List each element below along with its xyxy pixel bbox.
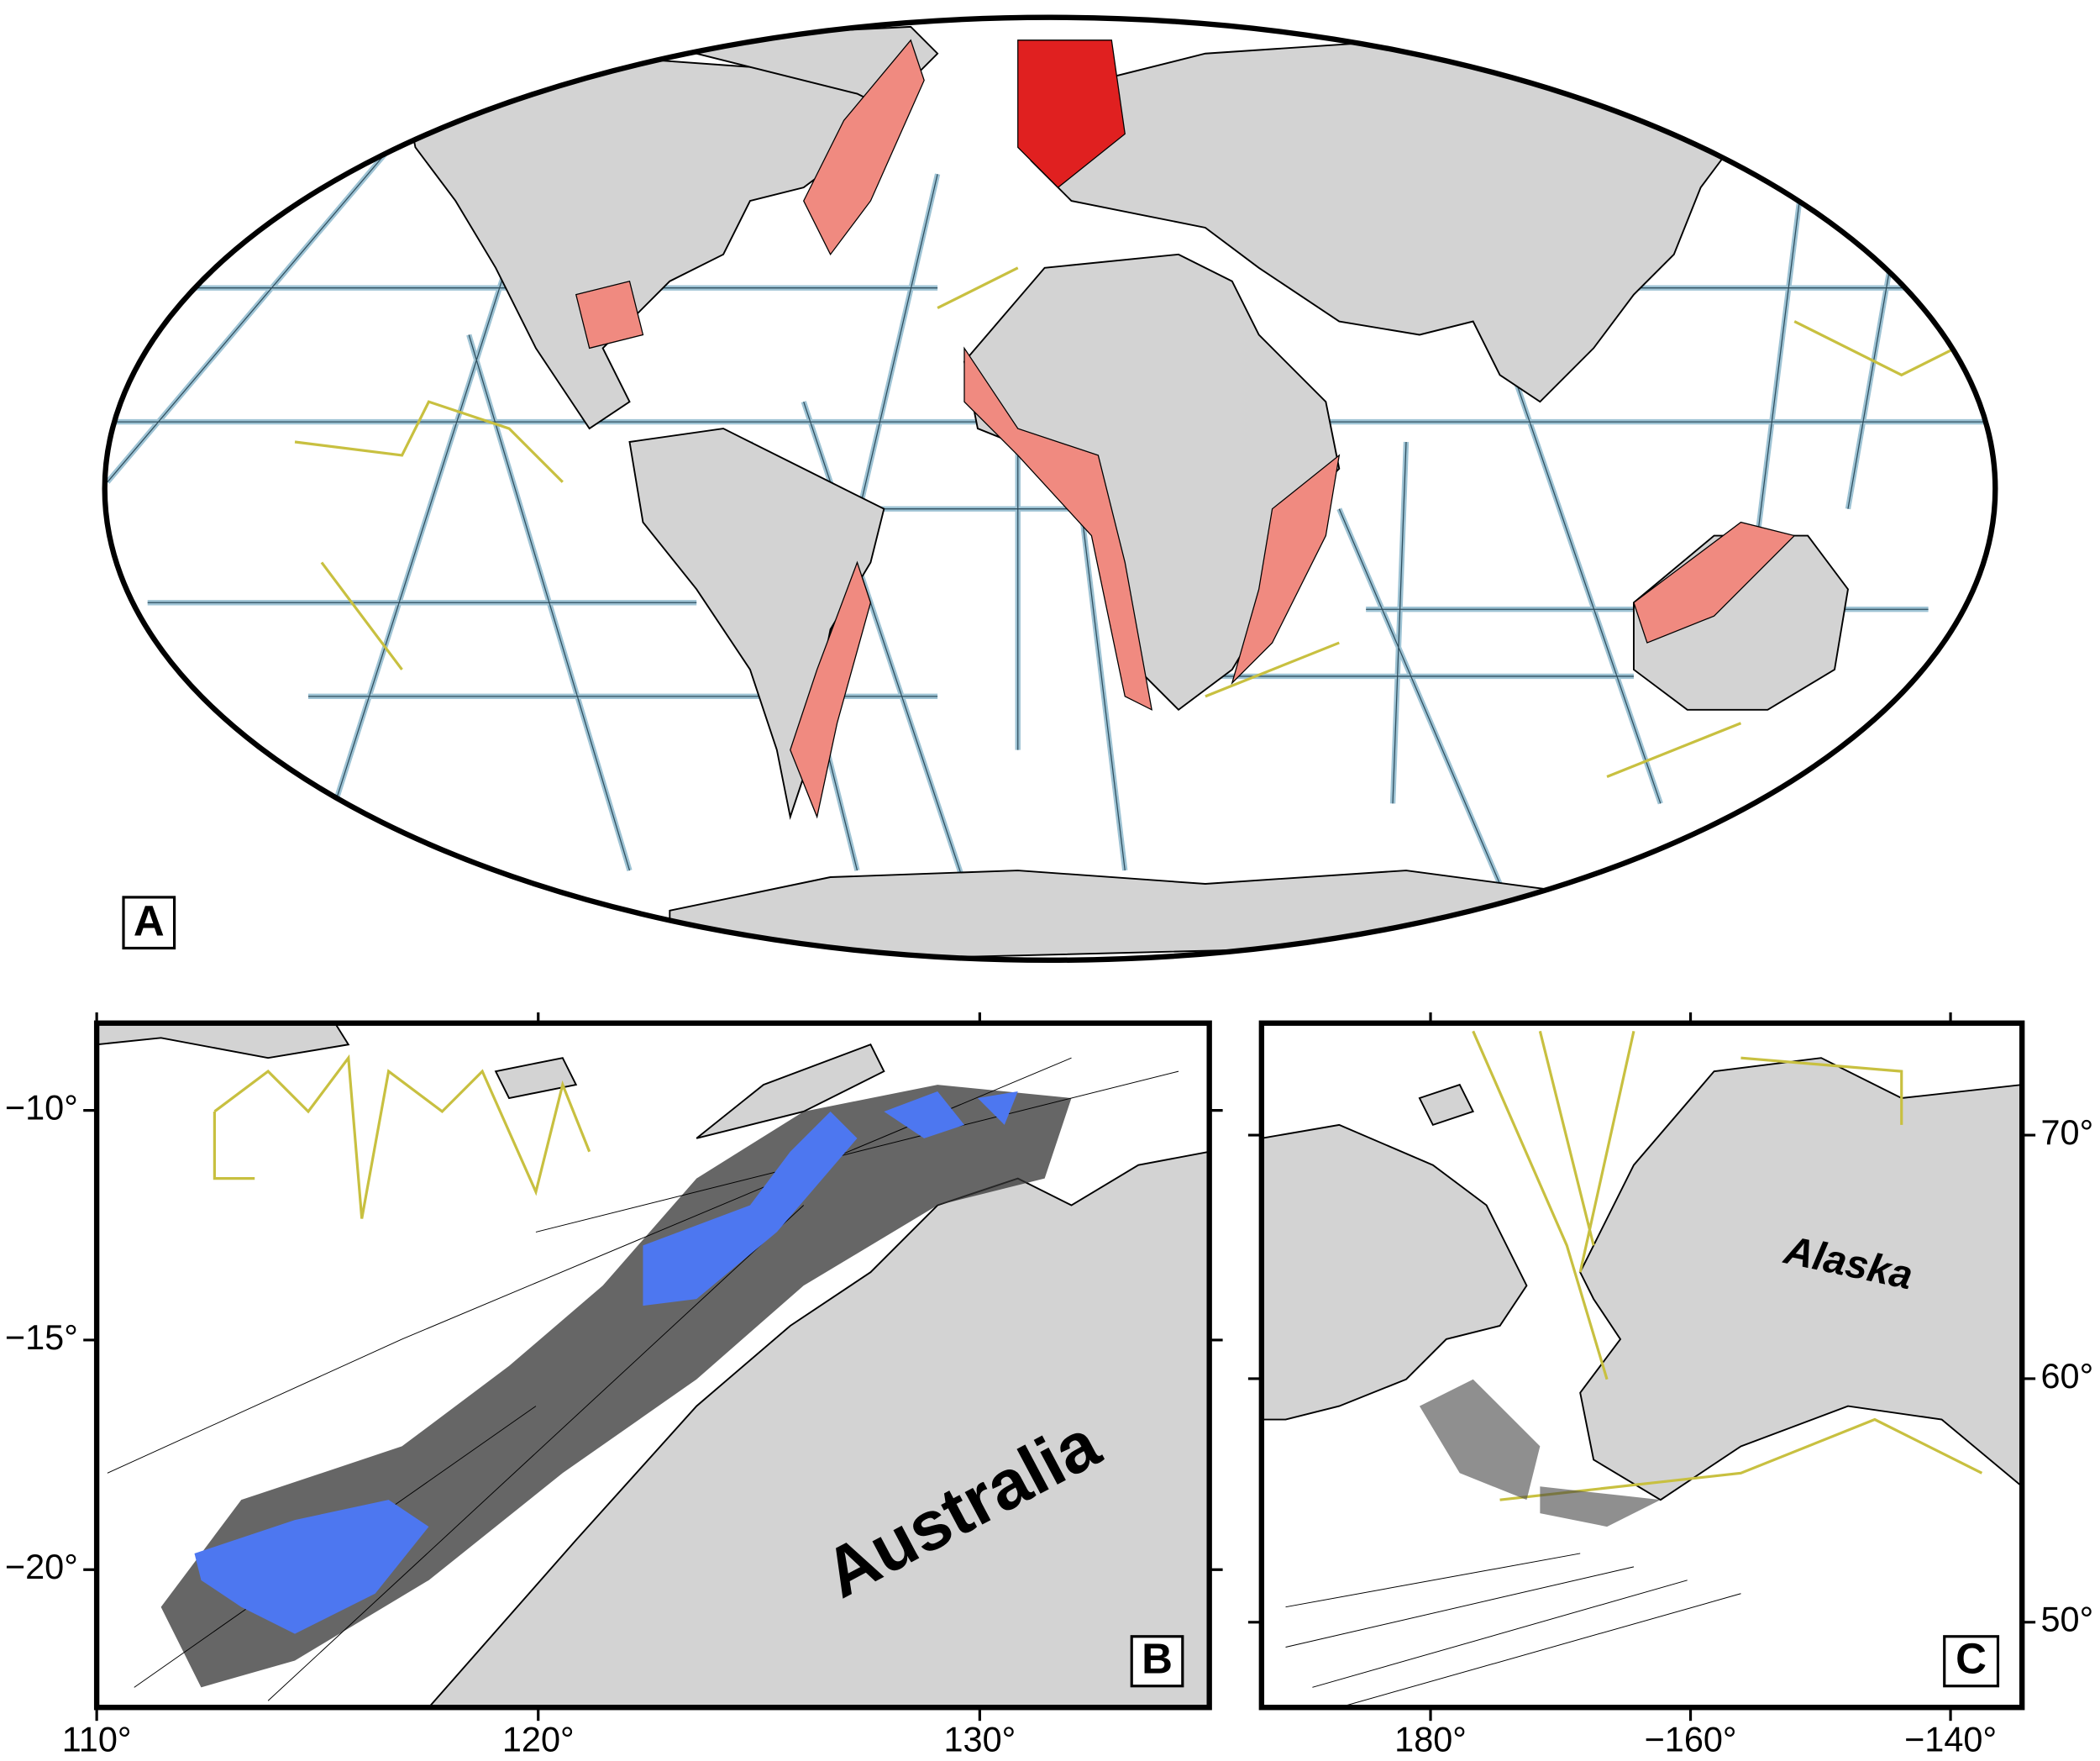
panel-label-box — [122, 896, 176, 950]
y-tick-label: −15° — [5, 1317, 78, 1357]
y-tick-label: −10° — [5, 1088, 78, 1128]
y-tick-label: 60° — [2040, 1356, 2093, 1396]
panel-label: C — [1956, 1635, 1987, 1683]
panel-label: B — [1142, 1635, 1173, 1683]
panel-label-box — [1130, 1635, 1184, 1688]
x-tick-label: 130° — [943, 1720, 1016, 1759]
panel-label-box — [1943, 1635, 2000, 1688]
blue-patches — [194, 1091, 1018, 1634]
panel-c: Alaska C — [1258, 1020, 2025, 1711]
map-frame — [102, 14, 1998, 964]
panel-b-content — [97, 1022, 1210, 1708]
x-tick-label: 120° — [502, 1720, 575, 1759]
panel-frame — [1258, 1020, 2025, 1711]
panel-label: A — [134, 896, 165, 944]
margins — [575, 39, 1796, 819]
x-tick-label: −140° — [1904, 1720, 1997, 1759]
y-tick-label: 70° — [2040, 1112, 2093, 1152]
y-tick-label: −20° — [5, 1547, 78, 1586]
panel-b: Australia B — [93, 1020, 1212, 1711]
world-map: A — [102, 14, 1998, 964]
panel-c-content — [1261, 1022, 2023, 1708]
x-tick-label: 180° — [1394, 1720, 1467, 1759]
x-tick-label: 110° — [62, 1720, 132, 1759]
panel-frame — [93, 1020, 1212, 1711]
x-tick-label: −160° — [1645, 1720, 1737, 1759]
y-tick-label: 50° — [2040, 1600, 2093, 1639]
